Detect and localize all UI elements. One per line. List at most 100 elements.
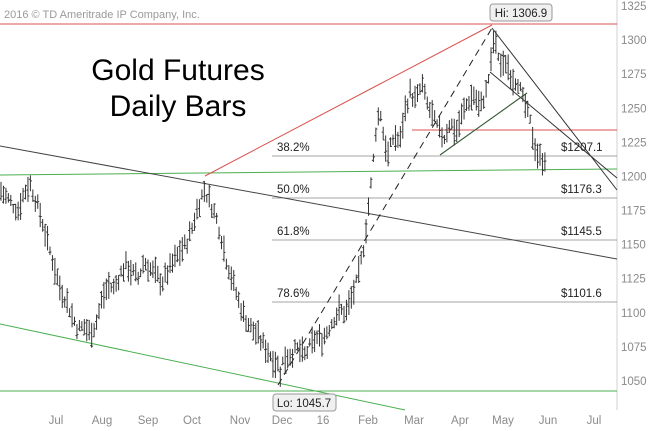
x-tick-label: Apr (451, 415, 469, 427)
price-bar (4, 187, 8, 204)
price-bar (489, 47, 493, 72)
price-bar (477, 90, 481, 117)
price-bar (376, 107, 380, 126)
price-bar (536, 143, 540, 169)
price-bar (291, 348, 295, 368)
price-bar (526, 100, 530, 118)
price-bar (85, 318, 89, 342)
price-bar (99, 290, 103, 309)
x-tick-label: Mar (404, 415, 424, 427)
price-bar (396, 131, 400, 148)
price-bar (389, 137, 393, 148)
price-bar (239, 303, 243, 321)
price-bar (531, 126, 535, 150)
price-bar (109, 282, 113, 293)
price-bar (220, 236, 223, 250)
price-bar (401, 112, 405, 139)
price-bar (283, 346, 287, 374)
price-bar (190, 222, 194, 234)
y-tick-label: 1325 (621, 1, 647, 13)
price-bar (131, 263, 135, 276)
price-bar (212, 203, 216, 219)
price-bar (14, 203, 18, 221)
x-tick-label: Feb (358, 415, 378, 427)
fib-price-label: $1207.1 (561, 142, 603, 154)
price-bar (403, 95, 407, 122)
price-bar (73, 316, 76, 326)
price-bar (178, 240, 182, 266)
price-bar (65, 288, 69, 313)
upper-red-trendline (204, 24, 493, 177)
high-label-text: Hi: 1306.9 (495, 8, 547, 20)
copyright-text: 2016 © TD Ameritrade IP Company, Inc. (4, 9, 200, 21)
price-bar (264, 339, 268, 364)
price-bar (511, 68, 515, 96)
price-bar (327, 324, 331, 337)
price-bar (384, 135, 388, 162)
price-bar (266, 342, 270, 363)
price-bar (543, 152, 547, 172)
price-bar (180, 237, 184, 262)
price-bar (259, 335, 263, 351)
price-bar (438, 114, 442, 138)
price-bar (251, 321, 255, 341)
price-bar (144, 257, 148, 271)
price-bar (104, 278, 108, 301)
y-tick-label: 1275 (621, 69, 647, 81)
y-tick-label: 1225 (621, 137, 647, 149)
price-bar (63, 296, 67, 308)
lower-channel-green (0, 323, 406, 411)
price-bar (450, 118, 454, 130)
price-bar (117, 274, 121, 291)
price-bar (342, 305, 346, 324)
price-bar (188, 221, 192, 242)
price-bar (97, 303, 101, 320)
price-bar (82, 318, 86, 336)
dashed-rally-line (277, 27, 493, 386)
descending-trendline-1 (491, 27, 618, 191)
price-bar (50, 255, 54, 271)
price-bar (364, 219, 368, 244)
price-bar (112, 278, 116, 295)
price-bar (75, 324, 79, 340)
price-bar (516, 78, 520, 94)
price-bar (271, 350, 275, 378)
price-bar (46, 225, 50, 251)
price-bar (278, 366, 282, 387)
price-bar (171, 253, 174, 273)
price-bar (423, 83, 427, 100)
price-bar (447, 120, 451, 134)
price-bar (435, 119, 439, 128)
price-bar (506, 54, 510, 81)
x-tick-label: Jul (587, 415, 602, 427)
price-bar (249, 317, 253, 333)
price-bar (6, 193, 10, 203)
price-bar (295, 342, 299, 351)
price-bar (124, 251, 128, 270)
y-tick-label: 1175 (621, 206, 646, 218)
price-bar (462, 97, 466, 120)
price-bar (224, 258, 228, 270)
price-bar (80, 321, 84, 331)
price-bar (119, 265, 123, 277)
price-bar (122, 263, 125, 282)
price-bar (504, 54, 508, 74)
price-bar (195, 198, 199, 220)
price-bar (16, 201, 20, 221)
price-bar (362, 245, 366, 258)
price-bar (227, 264, 231, 280)
price-bar (496, 52, 500, 62)
price-bar (540, 153, 544, 176)
price-bar (300, 336, 304, 362)
y-tick-label: 1250 (621, 103, 647, 115)
price-bar (474, 89, 478, 111)
price-bar (430, 100, 434, 126)
price-bar (420, 74, 424, 93)
y-tick-label: 1050 (621, 376, 647, 388)
price-bar (232, 269, 236, 291)
price-bar (151, 260, 155, 279)
fib-pct-label: 61.8% (277, 226, 310, 238)
price-bar (163, 262, 167, 283)
price-bar (0, 181, 3, 201)
